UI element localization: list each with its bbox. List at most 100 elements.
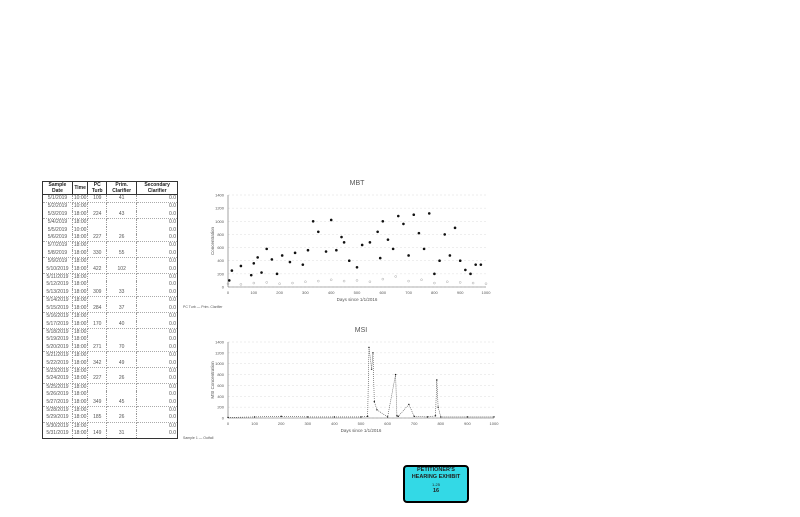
table-cell: 0.0 [136, 383, 178, 392]
data-point [376, 230, 379, 234]
table-cell: 0.0 [136, 202, 178, 211]
data-point [329, 218, 333, 222]
y-tick-label: 0 [222, 416, 225, 421]
table-cell: 5/20/2019 [42, 343, 73, 353]
table-cell: 5/11/2019 [42, 273, 73, 282]
data-point [324, 250, 328, 253]
table-cell: 43 [106, 210, 138, 220]
table-row: 5/6/2019 18:00 227 26 0.0 [42, 234, 178, 243]
table-cell: 0.0 [136, 241, 178, 250]
table-row: 5/10/2019 18:00 422 102 0.0 [42, 265, 178, 275]
table-row: 5/12/2019 18:00 0.0 [42, 281, 178, 289]
data-point [394, 373, 397, 376]
data-point [360, 243, 364, 247]
data-point [469, 272, 472, 276]
data-point [239, 283, 243, 286]
table-cell: 33 [106, 288, 138, 298]
data-point [252, 262, 256, 265]
data-point [311, 219, 315, 223]
table-cell: 0.0 [136, 234, 178, 243]
table-cell: 0.0 [136, 430, 178, 439]
table-cell: 0.0 [136, 367, 178, 376]
data-point [288, 260, 292, 264]
data-point [330, 278, 333, 281]
data-point [307, 416, 309, 418]
table-cell: 5/4/2019 [42, 218, 73, 227]
data-point [342, 241, 346, 244]
table-cell: 5/5/2019 [42, 226, 73, 235]
table-row: 5/24/2019 18:00 227 26 0.0 [42, 375, 178, 384]
x-tick-label: 200 [276, 290, 283, 295]
x-tick-label: 800 [437, 421, 444, 426]
table-row: 5/16/2019 18:00 0.0 [42, 312, 178, 321]
data-point [466, 416, 469, 418]
x-axis-label: Days since 1/1/2016 [337, 297, 378, 302]
data-point [376, 409, 378, 411]
data-point [368, 280, 372, 283]
table-cell [106, 226, 138, 235]
table-cell: 5/30/2019 [42, 422, 73, 431]
y-tick-label: 800 [217, 372, 224, 377]
data-point [443, 233, 447, 236]
table-cell: 0.0 [136, 281, 178, 289]
table-cell: 5/16/2019 [42, 312, 73, 321]
table-cell: 26 [106, 234, 138, 243]
table-row: 5/20/2019 18:00 271 70 0.0 [42, 343, 178, 353]
table-cell: 41 [106, 194, 138, 204]
x-tick-label: 700 [411, 421, 418, 426]
y-axis-label: MSI Concentration [210, 361, 215, 399]
table-cell [106, 336, 138, 344]
table-cell [106, 391, 138, 399]
x-tick-label: 500 [358, 421, 365, 426]
table-cell: 37 [106, 304, 138, 314]
data-point [360, 416, 362, 418]
table-cell: 0.0 [136, 328, 178, 337]
table-cell: 5/13/2019 [42, 288, 73, 298]
table-cell: 0.0 [136, 273, 178, 282]
data-point [278, 282, 281, 285]
table-cell: 0.0 [136, 296, 178, 305]
data-point [252, 281, 256, 285]
table-cell [106, 241, 138, 250]
table-cell: 5/21/2019 [42, 351, 73, 360]
chart-title: MBT [350, 180, 366, 187]
data-point [471, 281, 475, 285]
data-point [301, 263, 305, 266]
data-point [479, 263, 483, 266]
x-tick-label: 900 [457, 290, 464, 295]
data-point [396, 214, 400, 218]
table-cell: 5/10/2019 [42, 265, 73, 275]
data-point [265, 247, 269, 251]
badge-line2: HEARING EXHIBIT [411, 474, 461, 480]
table-row: 5/15/2019 18:00 284 37 0.0 [42, 304, 178, 314]
table-cell: 5/12/2019 [42, 281, 73, 289]
x-tick-label: 700 [405, 290, 412, 295]
table-cell [106, 312, 138, 321]
data-point [446, 280, 449, 283]
data-point [397, 415, 399, 418]
data-point [368, 346, 370, 349]
table-cell: 5/24/2019 [42, 375, 73, 384]
table-cell: 0.0 [136, 422, 178, 431]
table-cell: 45 [106, 398, 138, 407]
y-tick-label: 1200 [215, 206, 225, 211]
table-cell: 5/14/2019 [42, 296, 73, 305]
chart-title: MSI [355, 327, 368, 334]
data-point [293, 251, 297, 255]
data-point [333, 416, 336, 418]
y-tick-label: 200 [217, 271, 224, 276]
data-point [391, 247, 395, 251]
table-cell: 5/3/2019 [42, 210, 73, 220]
table-cell: 5/8/2019 [42, 249, 73, 259]
data-point [426, 416, 429, 418]
x-tick-label: 600 [379, 290, 386, 295]
table-cell [106, 422, 138, 431]
y-tick-label: 600 [217, 245, 224, 250]
column-header: Prim. Clarifier [106, 181, 138, 195]
data-point [396, 415, 398, 417]
table-cell [106, 351, 138, 360]
data-point [226, 282, 230, 285]
table-cell: 5/23/2019 [42, 367, 73, 376]
table-row: 5/5/2019 10:00 0.0 [42, 226, 178, 235]
